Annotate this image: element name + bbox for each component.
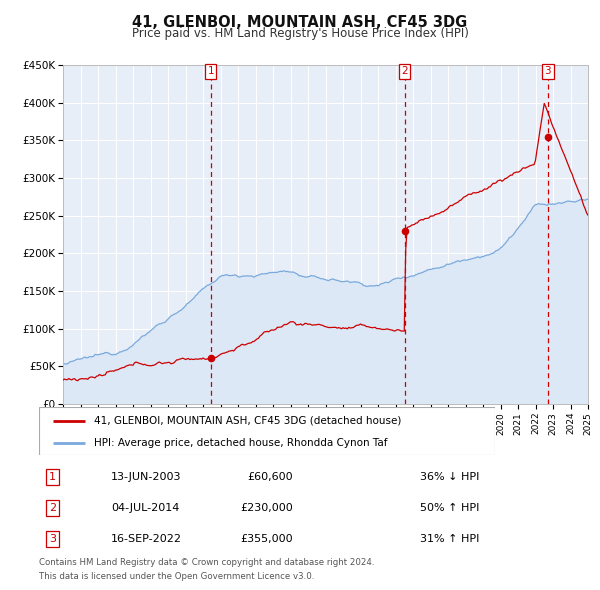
FancyBboxPatch shape <box>39 407 495 455</box>
Text: 13-JUN-2003: 13-JUN-2003 <box>111 471 181 481</box>
Text: 04-JUL-2014: 04-JUL-2014 <box>111 503 179 513</box>
Text: 3: 3 <box>49 534 56 544</box>
Text: 3: 3 <box>545 67 551 77</box>
Text: 41, GLENBOI, MOUNTAIN ASH, CF45 3DG (detached house): 41, GLENBOI, MOUNTAIN ASH, CF45 3DG (det… <box>94 415 401 425</box>
Text: 2: 2 <box>49 503 56 513</box>
Text: 1: 1 <box>49 471 56 481</box>
Text: 31% ↑ HPI: 31% ↑ HPI <box>420 534 479 544</box>
Text: Price paid vs. HM Land Registry's House Price Index (HPI): Price paid vs. HM Land Registry's House … <box>131 27 469 40</box>
Text: This data is licensed under the Open Government Licence v3.0.: This data is licensed under the Open Gov… <box>39 572 314 581</box>
Text: 1: 1 <box>208 67 214 77</box>
Text: 2: 2 <box>401 67 408 77</box>
Text: 36% ↓ HPI: 36% ↓ HPI <box>420 471 479 481</box>
Text: £60,600: £60,600 <box>247 471 293 481</box>
Text: 16-SEP-2022: 16-SEP-2022 <box>111 534 182 544</box>
Text: £355,000: £355,000 <box>240 534 293 544</box>
Text: £230,000: £230,000 <box>240 503 293 513</box>
Text: 41, GLENBOI, MOUNTAIN ASH, CF45 3DG: 41, GLENBOI, MOUNTAIN ASH, CF45 3DG <box>133 15 467 30</box>
Text: HPI: Average price, detached house, Rhondda Cynon Taf: HPI: Average price, detached house, Rhon… <box>94 438 387 448</box>
Text: 50% ↑ HPI: 50% ↑ HPI <box>420 503 479 513</box>
Text: Contains HM Land Registry data © Crown copyright and database right 2024.: Contains HM Land Registry data © Crown c… <box>39 558 374 566</box>
